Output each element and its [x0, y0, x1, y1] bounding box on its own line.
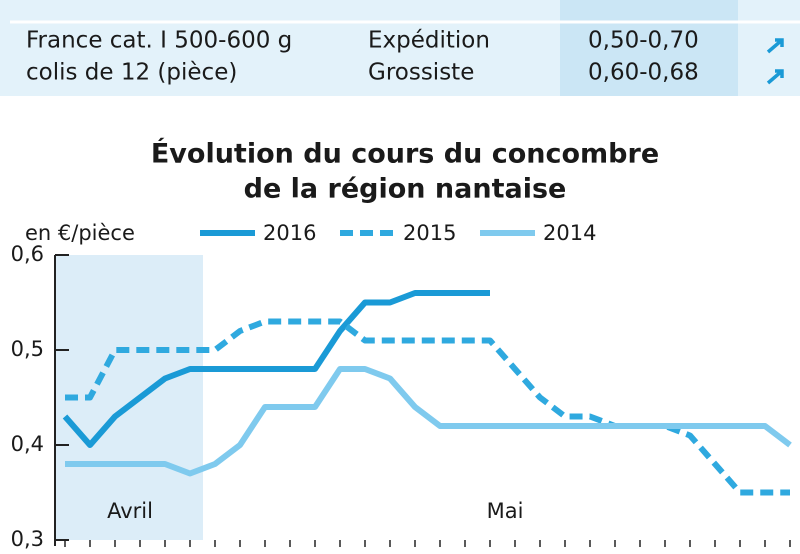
chart-title: de la région nantaise: [244, 174, 567, 205]
y-tick-label: 0,5: [11, 337, 44, 361]
y-axis-label: en €/pièce: [25, 221, 135, 245]
y-tick-label: 0,3: [11, 527, 44, 550]
month-label: Avril: [107, 499, 153, 523]
cell: Expédition: [368, 28, 490, 54]
cell: 0,50-0,70: [588, 28, 699, 54]
legend-label: 2014: [543, 221, 596, 245]
chart-title: Évolution du cours du concombre: [151, 138, 659, 170]
month-label: Mai: [487, 499, 524, 523]
y-tick-label: 0,4: [11, 432, 44, 456]
legend-label: 2015: [403, 221, 456, 245]
month-shade: [56, 255, 203, 540]
series-line: [62, 290, 490, 448]
cell: colis de 12 (pièce): [26, 60, 237, 86]
trend-arrow: [766, 69, 784, 85]
series-line: [65, 366, 792, 477]
price-column: [560, 0, 738, 96]
cell: 0,60-0,68: [588, 60, 699, 86]
cell: Grossiste: [368, 60, 474, 86]
legend-label: 2016: [263, 221, 316, 245]
y-tick-label: 0,6: [11, 242, 44, 266]
trend-arrow: [766, 38, 784, 54]
cell: France cat. I 500-600 g: [26, 28, 292, 54]
